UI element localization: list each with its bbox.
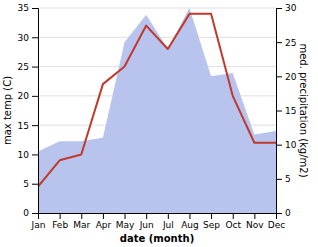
tick-mark [32,125,38,126]
tick-mark [32,96,38,97]
area [38,8,276,213]
tick-mark [168,213,169,219]
tick-label: Jun [139,220,154,230]
axis-line [277,9,283,214]
tick-mark [276,111,282,112]
tick-label: Jan [31,220,46,230]
tick-mark [32,67,38,68]
tick-label: Dec [268,220,285,230]
tick-mark [211,213,212,219]
tick-label: 30 [18,33,30,43]
tick: Apr [96,213,112,230]
tick: 15 [18,121,38,131]
chart: JanFebMarAprMayJunJulAugSepOctNovDec0510… [0,0,318,247]
tick-mark [103,213,104,219]
x-axis: Jan Feb Mar Apr May Jun Jul Aug Sep Oct Nov Dec [31,213,286,230]
tick-label: Sep [203,220,220,230]
tick-label: 15 [285,106,296,116]
tick-mark [276,179,282,180]
tick-label: 25 [285,38,296,48]
tick-label: 5 [285,174,291,184]
tick-label: Jul [162,220,174,230]
tick-mark [32,8,38,9]
tick: Dec [268,213,285,230]
tick-mark [276,8,282,9]
tick-mark [81,213,82,219]
tick: 35 [18,3,38,13]
tick-mark [146,213,147,219]
y-axis-title: max temp (C) [2,76,13,145]
tick: Sep [203,213,220,230]
tick-label: 25 [18,62,29,72]
tick: Mar [73,213,90,230]
tick-mark [125,213,126,219]
tick-mark [276,145,282,146]
tick: 0 [23,208,38,218]
tick: 30 [276,3,297,13]
tick-label: 20 [285,72,297,82]
tick: 20 [276,72,297,82]
tick-label: May [116,220,135,230]
tick-label: 10 [285,140,297,150]
tick: 20 [18,91,38,101]
tick: Nov [246,213,264,230]
tick-label: 0 [23,208,29,218]
tick-mark [254,213,255,219]
tick-mark [60,213,61,219]
tick: Jul [162,213,174,230]
tick-label: Aug [181,220,199,230]
tick-mark [276,76,282,77]
line [38,14,276,187]
marks [38,8,276,213]
grid [38,8,276,213]
tick-mark [276,213,282,214]
tick: 25 [276,38,296,48]
tick: Jan [31,213,46,230]
tick: 15 [276,106,296,116]
tick-label: Mar [73,220,90,230]
axis-line [39,214,277,220]
plot: JanFebMarAprMayJunJulAugSepOctNovDec0510… [2,3,309,244]
tick: 30 [18,33,38,43]
tick: Aug [181,213,199,230]
tick-label: 30 [285,3,297,13]
tick-mark [32,184,38,185]
tick-label: 0 [285,208,291,218]
tick-label: 20 [18,91,30,101]
tick: 10 [18,150,38,160]
grid-line [38,8,276,9]
tick-mark [32,37,38,38]
tick: May [116,213,135,230]
tick-label: 15 [18,121,29,131]
tick-label: Oct [225,220,241,230]
tick-label: Feb [52,220,68,230]
tick-mark [276,42,282,43]
x-axis-title: date (month) [120,233,194,244]
axis-line [32,9,39,214]
tick: Jun [139,213,154,230]
tick-label: Nov [246,220,264,230]
tick: Oct [225,213,241,230]
tick-label: Apr [96,220,112,230]
tick-mark [233,213,234,219]
tick: 5 [276,174,291,184]
y2-axis-title: med. precipitation (kg/m2) [298,43,309,177]
tick-mark [32,213,38,214]
tick-label: 5 [23,179,29,189]
tick-label: 35 [18,3,29,13]
tick: 5 [23,179,38,189]
y-axis: 0 5 10 15 20 25 30 35 [18,3,39,218]
tick: 25 [18,62,38,72]
y2-axis: 0 5 10 15 20 25 30 [276,3,297,218]
tick: Feb [52,213,68,230]
tick-mark [32,154,38,155]
tick-label: 10 [18,150,30,160]
tick: 0 [276,208,291,218]
tick: 10 [276,140,297,150]
tick-mark [189,213,190,219]
